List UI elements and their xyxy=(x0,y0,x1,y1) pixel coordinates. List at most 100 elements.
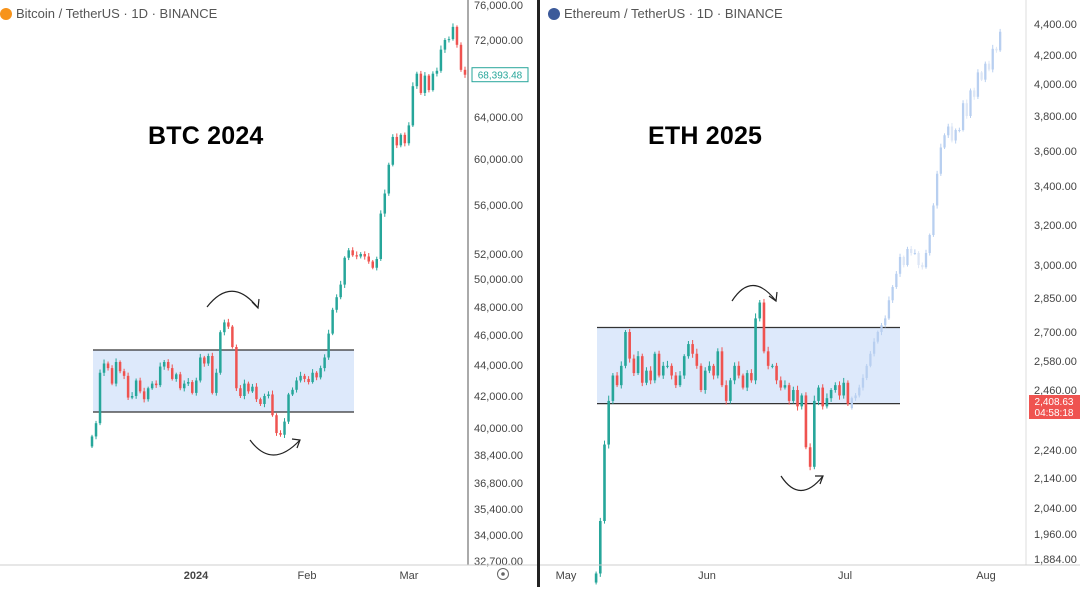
btc-candle xyxy=(455,26,459,45)
eth-projection-candle xyxy=(854,395,857,399)
btc-candle xyxy=(275,415,278,434)
btc-candle xyxy=(239,388,242,396)
eth-projection-candle xyxy=(976,72,980,97)
eth-projection-candle xyxy=(969,90,972,116)
eth-candle xyxy=(670,365,673,376)
eth-candle xyxy=(598,521,602,574)
btc-candle xyxy=(459,44,463,70)
eth-candle xyxy=(838,385,841,396)
btc-candle xyxy=(207,356,210,364)
eth-candle xyxy=(624,332,627,366)
eth-bottom-arrowhead xyxy=(815,475,824,485)
btc-y-tick-label: 35,400.00 xyxy=(474,504,523,516)
btc-candle xyxy=(435,70,439,74)
btc-year-label: BTC 2024 xyxy=(148,122,264,150)
eth-projection-candle xyxy=(913,253,917,254)
eth-chart-header[interactable]: Ethereum / TetherUS · 1D · BINANCE xyxy=(548,6,783,21)
eth-projection-candle xyxy=(872,341,876,354)
btc-chart-header[interactable]: Bitcoin / TetherUS · 1D · BINANCE xyxy=(0,6,217,21)
eth-candle xyxy=(758,302,762,319)
btc-current-price-text: 68,393.48 xyxy=(478,71,523,82)
eth-candle xyxy=(821,387,825,407)
eth-projection-candle xyxy=(910,249,913,253)
eth-candle xyxy=(678,375,682,386)
btc-candle xyxy=(427,75,431,91)
eth-year-label: ETH 2025 xyxy=(648,122,763,150)
btc-candle xyxy=(283,421,286,435)
btc-candle xyxy=(223,322,226,333)
target-icon-dot xyxy=(501,572,505,576)
eth-candle xyxy=(712,365,715,376)
eth-candle xyxy=(661,365,665,376)
eth-candle xyxy=(800,395,804,407)
eth-top-arrowhead xyxy=(768,291,778,303)
eth-projection-candle xyxy=(943,135,946,148)
btc-candle xyxy=(383,193,387,214)
eth-candle xyxy=(724,385,728,401)
btc-candle xyxy=(142,391,146,400)
eth-y-tick-label: 1,884.00 xyxy=(1034,554,1077,566)
eth-y-tick-label: 2,700.00 xyxy=(1034,327,1077,339)
eth-top-swing-arrow xyxy=(731,285,777,302)
eth-range-box xyxy=(597,327,900,404)
btc-candle xyxy=(102,363,106,373)
eth-candle xyxy=(741,375,745,388)
eth-projection-candle xyxy=(991,48,994,70)
eth-candle xyxy=(607,400,610,445)
btc-y-tick-label: 72,000.00 xyxy=(474,35,523,47)
btc-candle xyxy=(379,213,383,259)
btc-candle xyxy=(315,372,318,378)
eth-projection-candle xyxy=(961,103,965,130)
btc-candle xyxy=(419,73,423,93)
btc-candle xyxy=(399,134,403,146)
eth-candle xyxy=(842,382,846,396)
btc-top-arrowhead xyxy=(251,298,260,310)
btc-candle xyxy=(431,73,435,91)
eth-y-tick-label: 4,000.00 xyxy=(1034,79,1077,91)
eth-y-tick-label: 4,400.00 xyxy=(1034,19,1077,31)
btc-candle xyxy=(183,383,186,389)
eth-candle xyxy=(636,356,640,374)
btc-candle xyxy=(451,26,455,40)
btc-candle xyxy=(391,136,395,165)
btc-candle xyxy=(255,386,258,400)
eth-candle xyxy=(775,365,778,381)
eth-y-tick-label: 1,960.00 xyxy=(1034,529,1077,541)
btc-candle xyxy=(295,380,298,390)
target-icon xyxy=(497,568,509,580)
btc-header-text: Bitcoin / TetherUS · 1D · BINANCE xyxy=(16,6,218,21)
btc-x-tick-label: 2024 xyxy=(184,570,209,582)
btc-range-box xyxy=(93,350,354,412)
btc-candle xyxy=(211,356,214,393)
btc-candle xyxy=(403,134,407,144)
btc-candle xyxy=(387,164,391,194)
eth-y-tick-label: 3,800.00 xyxy=(1034,111,1077,123)
eth-candle xyxy=(737,365,741,376)
btc-y-tick-label: 38,400.00 xyxy=(474,450,523,462)
btc-candle xyxy=(319,368,322,378)
eth-candle xyxy=(649,370,652,381)
eth-projection-candle xyxy=(998,31,1002,51)
eth-candle xyxy=(632,358,636,374)
eth-x-tick-label: Aug xyxy=(976,570,996,582)
eth-candle xyxy=(787,385,791,401)
btc-candle xyxy=(219,332,222,373)
btc-candle xyxy=(98,372,102,424)
eth-projection-candle xyxy=(984,63,987,80)
eth-bottom-swing-arrow xyxy=(780,475,824,492)
eth-projection-candle xyxy=(895,273,898,287)
btc-candle xyxy=(375,259,379,268)
btc-candle xyxy=(146,388,150,400)
btc-candle xyxy=(343,257,346,285)
btc-candle xyxy=(187,382,190,384)
btc-candle xyxy=(291,389,294,395)
eth-projection-candle xyxy=(935,173,939,206)
eth-y-tick-label: 2,140.00 xyxy=(1034,473,1077,485)
eth-candle xyxy=(733,365,736,381)
btc-candle xyxy=(90,436,94,447)
eth-projection-candle xyxy=(917,253,920,265)
eth-projection-candle xyxy=(932,205,935,235)
btc-candle xyxy=(215,372,218,393)
eth-candle xyxy=(817,387,820,401)
